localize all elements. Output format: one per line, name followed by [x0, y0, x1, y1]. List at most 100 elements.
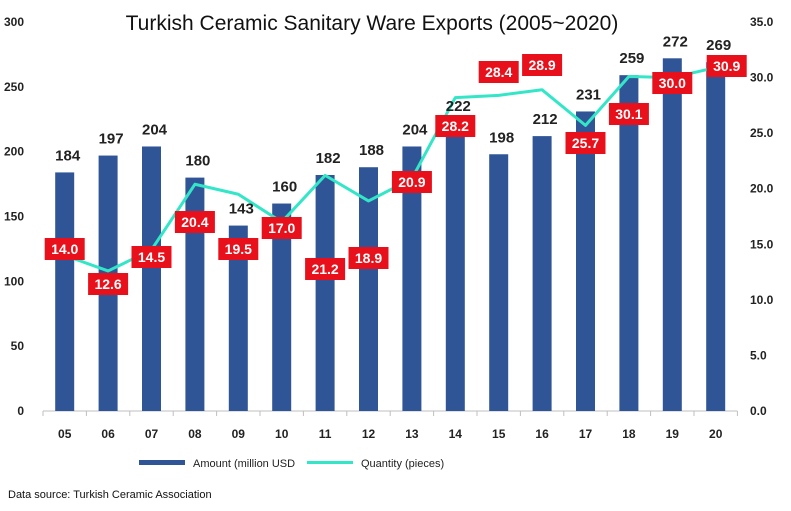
quantity-label-box — [131, 246, 172, 268]
quantity-line — [64, 66, 717, 273]
quantity-data-label: 30.9 — [706, 55, 747, 77]
quantity-data-label: 28.2 — [435, 115, 476, 137]
amount-bar — [228, 225, 248, 411]
quantity-label-box — [435, 115, 476, 137]
quantity-data-label: 20.9 — [391, 171, 432, 193]
amount-data-label: 184 — [55, 147, 81, 164]
amount-data-label: 269 — [706, 37, 731, 54]
x-tick-label: 17 — [579, 427, 593, 441]
quantity-data-label: 30.1 — [608, 103, 649, 125]
y-axis-left: 0 50 100 150 200 250 300 — [4, 15, 24, 418]
x-tick-label: 06 — [101, 427, 115, 441]
quantity-label-box — [478, 61, 519, 83]
quantity-label-text: 21.2 — [311, 261, 338, 277]
quantity-data-label: 12.6 — [88, 273, 129, 295]
quantity-label-text: 30.1 — [615, 106, 642, 122]
y-right-tick-label: 5.0 — [750, 348, 767, 362]
quantity-data-label: 20.4 — [174, 211, 215, 233]
amount-bar — [532, 136, 552, 411]
y-right-tick-label: 20.0 — [750, 182, 774, 196]
quantity-label-text: 28.9 — [528, 57, 555, 73]
amount-data-label: 160 — [272, 179, 297, 196]
quantity-label-text: 14.0 — [51, 241, 78, 257]
quantity-label-box — [218, 238, 259, 260]
quantity-label-box — [348, 247, 389, 269]
amount-data-label: 204 — [402, 121, 428, 138]
x-tick-label: 10 — [275, 427, 289, 441]
data-source-note: Data source: Turkish Ceramic Association — [8, 489, 212, 501]
y-left-tick-label: 50 — [11, 339, 25, 353]
amount-bar — [402, 146, 422, 412]
y-right-tick-label: 0.0 — [750, 404, 767, 418]
amount-bar — [576, 111, 595, 411]
amount-bar — [489, 154, 509, 411]
y-right-tick-label: 35.0 — [750, 15, 774, 29]
amount-bar — [272, 203, 292, 411]
quantity-data-label: 17.0 — [261, 217, 302, 239]
quantity-label-text: 18.9 — [355, 250, 382, 266]
amount-data-label: 204 — [142, 121, 168, 138]
x-tick-label: 11 — [319, 427, 332, 441]
quantity-label-text: 14.5 — [138, 249, 165, 265]
y-right-tick-label: 10.0 — [750, 293, 774, 307]
y-left-tick-label: 200 — [4, 145, 24, 159]
quantity-label-box — [44, 238, 85, 260]
x-tick-label: 15 — [492, 427, 506, 441]
amount-data-label: 198 — [489, 129, 514, 146]
quantity-data-label: 28.4 — [478, 61, 519, 83]
y-left-tick-label: 250 — [4, 80, 24, 94]
quantity-label-box — [174, 211, 215, 233]
legend-swatch-amount — [139, 460, 185, 465]
quantity-label-text: 12.6 — [94, 276, 121, 292]
quantity-label-box — [88, 273, 129, 295]
x-tick-label: 14 — [449, 427, 463, 441]
quantity-data-labels: 14.0 12.6 14.5 20.4 19.5 17.0 21.2 18.9 20.9 28.2… — [44, 54, 747, 295]
quantity-label-box — [305, 258, 346, 280]
amount-data-label: 222 — [446, 98, 471, 115]
quantity-data-label: 28.9 — [522, 54, 563, 76]
quantity-data-label: 21.2 — [305, 258, 346, 280]
amount-data-label: 212 — [533, 111, 558, 128]
bar-series — [55, 58, 726, 412]
quantity-label-text: 30.0 — [659, 75, 686, 91]
quantity-label-text: 28.2 — [442, 118, 469, 134]
legend: Amount (million USD Quantity (pieces) — [139, 458, 444, 470]
quantity-data-label: 30.0 — [652, 72, 693, 94]
quantity-label-box — [608, 103, 649, 125]
amount-data-label: 197 — [99, 131, 124, 148]
amount-data-label: 259 — [619, 50, 644, 67]
amount-bar — [662, 58, 682, 411]
quantity-label-text: 30.9 — [713, 58, 740, 74]
quantity-label-box — [522, 54, 563, 76]
quantity-data-label: 18.9 — [348, 247, 389, 269]
y-right-tick-label: 30.0 — [750, 71, 774, 85]
quantity-label-text: 20.9 — [398, 174, 425, 190]
amount-bar — [185, 177, 205, 411]
quantity-label-text: 28.4 — [485, 64, 512, 80]
amount-bar — [142, 146, 161, 412]
y-right-tick-label: 15.0 — [750, 237, 774, 251]
y-left-tick-label: 300 — [4, 15, 24, 29]
amount-data-label: 188 — [359, 142, 384, 159]
x-tick-label: 19 — [666, 427, 680, 441]
quantity-data-label: 14.0 — [44, 238, 85, 260]
amount-bar — [55, 172, 75, 411]
quantity-data-label: 25.7 — [565, 132, 606, 154]
quantity-label-box — [706, 55, 747, 77]
legend-label-quantity: Quantity (pieces) — [361, 458, 444, 470]
y-left-tick-label: 150 — [4, 210, 24, 224]
quantity-label-text: 20.4 — [181, 214, 208, 230]
x-tick-label: 20 — [709, 427, 723, 441]
x-tick-label: 05 — [58, 427, 72, 441]
quantity-label-text: 25.7 — [572, 135, 599, 151]
bar-data-labels: 184 197 204 180 143 160 182 188 204 222 198 212 231 2… — [55, 33, 731, 217]
amount-data-label: 231 — [576, 86, 601, 103]
amount-data-label: 272 — [663, 33, 688, 50]
legend-label-amount: Amount (million USD — [193, 458, 295, 470]
amount-data-label: 182 — [316, 150, 341, 167]
quantity-label-text: 19.5 — [225, 241, 252, 257]
y-right-tick-label: 25.0 — [750, 126, 774, 140]
y-left-tick-label: 0 — [17, 404, 24, 418]
x-tick-label: 09 — [232, 427, 246, 441]
